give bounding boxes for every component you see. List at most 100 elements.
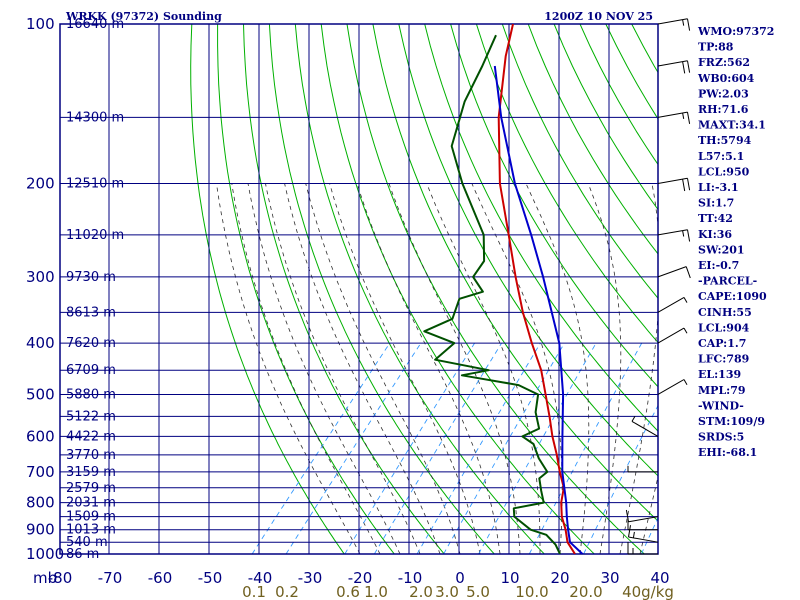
height-label: 540 m	[66, 535, 108, 550]
temperature-tick-label: 40	[650, 569, 669, 587]
height-label: 3159 m	[66, 465, 116, 480]
height-label: 11020 m	[66, 228, 124, 243]
mixing-ratio-label: 40g/kg	[622, 583, 674, 600]
wind-barb	[631, 420, 659, 437]
moist-adiabat-line	[426, 183, 541, 554]
height-label: 86 m	[66, 547, 99, 562]
moist-adiabat-line	[639, 475, 658, 554]
sounding-index: WB0:604	[697, 72, 755, 85]
mixing-ratio-label: 5.0	[466, 583, 490, 600]
wind-barb-feather	[628, 525, 631, 538]
sounding-index: PW:2.03	[698, 87, 749, 100]
height-label: 3770 m	[66, 448, 116, 463]
height-label: 2579 m	[66, 481, 116, 496]
wind-barb-feather	[687, 18, 691, 31]
wind-barb	[657, 18, 688, 25]
parcel-trace	[493, 65, 584, 554]
wind-barb	[657, 111, 688, 118]
wind-barb	[657, 327, 685, 344]
sounding-index: EHI:-68.1	[698, 446, 757, 459]
wind-barb-feather	[687, 178, 691, 191]
temperature-tick-label: -10	[398, 569, 423, 587]
mixing-ratio-label: 1.0	[364, 583, 388, 600]
sounding-index: TT:42	[698, 212, 733, 225]
sounding-index: RH:71.6	[698, 103, 749, 116]
height-label: 6709 m	[66, 363, 116, 378]
temperature-tick-label: -40	[248, 569, 273, 587]
sounding-index: TP:88	[698, 41, 734, 54]
moist-adiabat-line	[525, 183, 590, 554]
pressure-tick-label: 100	[26, 15, 55, 33]
mixing-ratio-label: 0.1	[242, 583, 266, 600]
temperature-tick-label: 10	[500, 569, 519, 587]
sounding-index: MPL:79	[698, 384, 746, 397]
adiabat-lines	[60, 24, 800, 554]
sounding-index: LI:-3.1	[698, 181, 739, 194]
wind-barb-feather	[687, 229, 691, 242]
pressure-tick-label: 900	[26, 521, 55, 539]
temperature-tick-label: -20	[348, 569, 373, 587]
sounding-index: LFC:789	[698, 353, 749, 366]
mixing-ratio-label: 10.0	[515, 583, 548, 600]
temperature-tick-label: 30	[600, 569, 619, 587]
wind-barb-feather	[687, 112, 691, 124]
temperature-tick-label: -50	[198, 569, 223, 587]
wind-barb	[657, 177, 688, 185]
moist-adiabat-line	[329, 183, 481, 554]
temperature-tick-label: -70	[98, 569, 123, 587]
sounding-index: CAP:1.7	[698, 337, 746, 350]
sounding-index: MAXT:34.1	[698, 119, 766, 132]
sounding-index: SRDS:5	[698, 431, 744, 444]
height-label: 7620 m	[66, 336, 116, 351]
temperature-tick-label: -30	[298, 569, 323, 587]
mixing-ratio-label: 0.2	[275, 583, 299, 600]
sounding-index: TH:5794	[698, 134, 752, 147]
dry-adiabat-line	[761, 24, 800, 554]
wind-barb-feather	[625, 509, 629, 522]
height-label: 1013 m	[66, 523, 116, 538]
sounding-index: KI:36	[698, 228, 732, 241]
moist-adiabat-line	[247, 183, 401, 554]
wind-barb	[657, 296, 685, 313]
sounding-index: CAPE:1090	[698, 290, 767, 303]
mixing-ratio-label: 3.0	[435, 583, 459, 600]
sounding-index: -PARCEL-	[698, 275, 757, 288]
wind-barb-feather	[682, 179, 686, 192]
wind-barb-feather	[631, 415, 636, 422]
pressure-tick-label: 300	[26, 268, 55, 286]
sounding-traces	[423, 24, 584, 554]
wind-barb-feather	[682, 61, 686, 74]
x-unit-label: mb	[33, 569, 57, 587]
pressure-tick-label: 500	[26, 386, 55, 404]
pressure-tick-label: 1000	[26, 545, 64, 563]
plot-frame	[59, 23, 659, 555]
sounding-index: LCL:904	[698, 321, 750, 334]
temperature-tick-label: 0	[455, 569, 465, 587]
wind-barb	[657, 266, 687, 278]
sounding-index: FRZ:562	[698, 56, 750, 69]
pressure-tick-label: 200	[26, 175, 55, 193]
height-label: 8613 m	[66, 305, 116, 320]
pressure-tick-label: 600	[26, 427, 55, 445]
indices-panel: WMO:97372 TP:88 FRZ:562 WB0:604 PW:2.03 RH:71…	[697, 25, 774, 459]
moist-adiabat-line	[587, 183, 622, 554]
height-label: 5880 m	[66, 388, 116, 403]
wind-barb-feather	[682, 112, 685, 119]
dry-adiabat-line	[787, 24, 800, 554]
sounding-index: L57:5.1	[698, 150, 744, 163]
height-label: 9730 m	[66, 270, 116, 285]
wind-barb-feather	[632, 531, 635, 538]
moist-adiabat-line	[471, 183, 563, 554]
temperature-tick-label: -80	[48, 569, 73, 587]
pressure-tick-label: 400	[26, 334, 55, 352]
chart-time: 1200Z 10 NOV 25	[544, 10, 653, 23]
sounding-index: SW:201	[698, 243, 745, 256]
chart-title: WRKK (97372) Sounding	[65, 10, 222, 23]
moist-adiabat-line	[231, 183, 381, 554]
moist-adiabat-line	[305, 183, 461, 554]
pressure-tick-label: 800	[26, 494, 55, 512]
wind-barbs	[625, 18, 691, 555]
temperature-trace	[497, 24, 576, 554]
